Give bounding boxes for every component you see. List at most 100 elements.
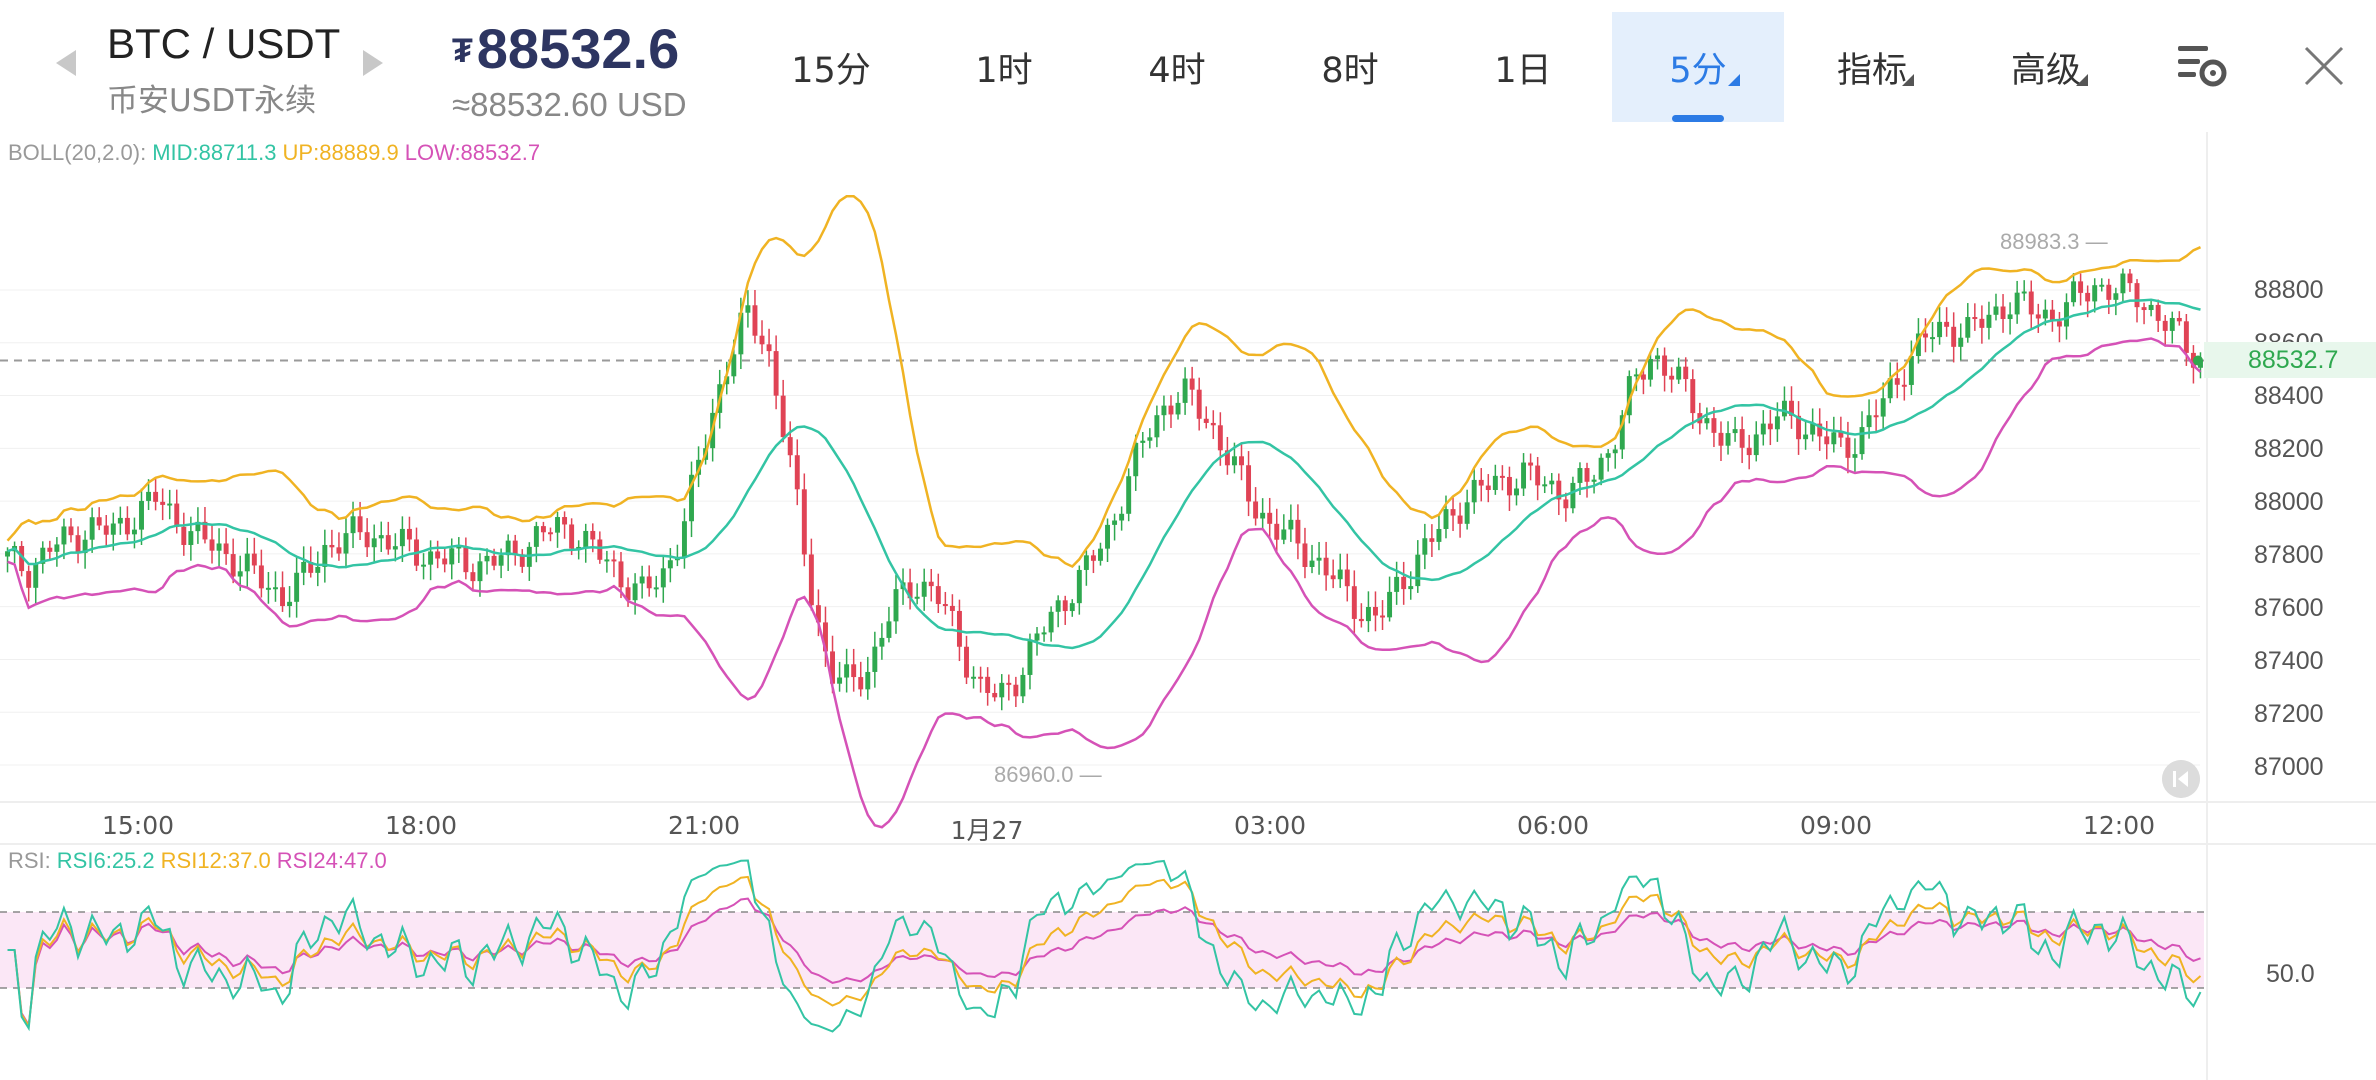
candle-body bbox=[1281, 529, 1287, 540]
candle-body bbox=[1901, 384, 1907, 387]
candle-body bbox=[2092, 285, 2098, 302]
candlesticks bbox=[5, 268, 2203, 711]
candle-body bbox=[1760, 423, 1766, 435]
candle-body bbox=[96, 517, 102, 526]
rsi-legend: RSI: RSI6:25.2 RSI12:37.0 RSI24:47.0 bbox=[8, 848, 393, 874]
candle-body bbox=[1930, 337, 1935, 340]
candle-body bbox=[1112, 520, 1118, 525]
tab-5m[interactable]: 5分 bbox=[1612, 12, 1784, 122]
tab-15m[interactable]: 15分 bbox=[745, 12, 917, 122]
candle-body bbox=[2099, 284, 2105, 287]
candle-body bbox=[1436, 528, 1442, 542]
tab-1h[interactable]: 1时 bbox=[918, 12, 1090, 122]
candle-body bbox=[470, 572, 476, 582]
prev-pair-arrow-icon[interactable] bbox=[56, 50, 76, 76]
price-tick: 88000 bbox=[2254, 488, 2324, 516]
kline-chart[interactable] bbox=[0, 132, 2376, 1080]
tab-label: 1时 bbox=[975, 50, 1033, 91]
candle-body bbox=[1803, 434, 1809, 440]
candle-body bbox=[371, 538, 377, 548]
candle-body bbox=[978, 676, 984, 679]
candle-body bbox=[1034, 633, 1040, 641]
candle-body bbox=[519, 554, 525, 567]
candle-body bbox=[1767, 423, 1773, 430]
candle-body bbox=[1210, 422, 1216, 426]
candle-body bbox=[1246, 465, 1252, 502]
candle-body bbox=[449, 548, 455, 565]
tab-indicators[interactable]: 指标 bbox=[1786, 12, 1958, 122]
rsi6-value: RSI6:25.2 bbox=[56, 848, 155, 873]
candle-body bbox=[823, 622, 828, 652]
candle-body bbox=[1965, 317, 1971, 338]
low-price-value: 86960.0 bbox=[994, 762, 1074, 787]
candle-body bbox=[1069, 603, 1075, 612]
candle-body bbox=[1831, 432, 1837, 445]
candle-body bbox=[1443, 509, 1449, 529]
candle-body bbox=[1951, 326, 1957, 347]
candle-body bbox=[787, 437, 793, 456]
candle-body bbox=[780, 395, 786, 438]
jump-to-latest-icon[interactable] bbox=[2162, 760, 2200, 798]
candle-body bbox=[1203, 418, 1209, 423]
candle-body bbox=[202, 521, 208, 540]
chart-header: BTC / USDT 币安USDT永续 ₮88532.6 ≈88532.60 U… bbox=[0, 0, 2376, 132]
candle-body bbox=[110, 523, 116, 535]
candle-body bbox=[1196, 389, 1202, 419]
chart-settings-icon[interactable] bbox=[2176, 40, 2228, 92]
candle-body bbox=[2078, 281, 2084, 293]
candle-body bbox=[167, 503, 173, 506]
candle-body bbox=[1267, 512, 1273, 524]
rsi-axis-tick: 50.0 bbox=[2266, 960, 2315, 988]
candle-body bbox=[1633, 374, 1639, 377]
tab-1d[interactable]: 1日 bbox=[1437, 12, 1609, 122]
candle-body bbox=[1344, 569, 1350, 587]
candle-body bbox=[1373, 606, 1378, 616]
candle-body bbox=[886, 621, 892, 638]
candle-body bbox=[258, 565, 264, 589]
last-price: ₮88532.6 bbox=[452, 16, 679, 81]
boll-legend: BOLL(20,2.0): MID:88711.3 UP:88889.9 LOW:88… bbox=[8, 140, 546, 166]
pair-title[interactable]: BTC / USDT bbox=[107, 20, 341, 67]
candle-body bbox=[1866, 415, 1872, 428]
price-tick: 88800 bbox=[2254, 276, 2324, 304]
candle-body bbox=[1154, 415, 1160, 438]
boll-legend-name: BOLL(20,2.0): bbox=[8, 140, 147, 165]
candle-body bbox=[1887, 378, 1893, 399]
candle-body bbox=[1457, 515, 1463, 524]
candle-body bbox=[2042, 309, 2048, 319]
boll-lower-line bbox=[7, 337, 2202, 829]
candle-body bbox=[731, 354, 737, 377]
high-price-value: 88983.3 bbox=[2000, 229, 2080, 254]
candle-body bbox=[1704, 418, 1710, 424]
candle-body bbox=[907, 582, 913, 599]
candle-body bbox=[2148, 304, 2154, 311]
current-price-dot bbox=[2193, 355, 2203, 366]
candle-body bbox=[68, 526, 74, 536]
candle-body bbox=[1316, 557, 1322, 561]
candle-body bbox=[1746, 447, 1752, 456]
tab-advanced[interactable]: 高级 bbox=[1960, 12, 2132, 122]
candle-body bbox=[1958, 337, 1964, 347]
dropdown-corner-icon bbox=[1902, 74, 1914, 86]
candle-body bbox=[837, 677, 843, 684]
candle-body bbox=[1161, 405, 1167, 416]
candle-body bbox=[949, 605, 955, 611]
candle-body bbox=[2071, 281, 2077, 303]
candle-body bbox=[280, 587, 285, 607]
next-pair-arrow-icon[interactable] bbox=[363, 50, 383, 76]
candle-body bbox=[1669, 375, 1675, 380]
tab-8h[interactable]: 8时 bbox=[1264, 12, 1436, 122]
candle-body bbox=[1006, 682, 1012, 685]
candle-body bbox=[1584, 468, 1590, 482]
candle-body bbox=[618, 561, 624, 588]
candle-body bbox=[364, 532, 370, 548]
rsi12-value: RSI12:37.0 bbox=[160, 848, 271, 873]
candle-body bbox=[1711, 418, 1717, 433]
candle-body bbox=[216, 543, 222, 551]
candle-body bbox=[329, 544, 335, 548]
candle-body bbox=[2169, 317, 2175, 331]
candle-body bbox=[2021, 291, 2027, 294]
tab-4h[interactable]: 4时 bbox=[1091, 12, 1263, 122]
close-icon[interactable] bbox=[2302, 44, 2346, 88]
candle-body bbox=[928, 581, 934, 587]
